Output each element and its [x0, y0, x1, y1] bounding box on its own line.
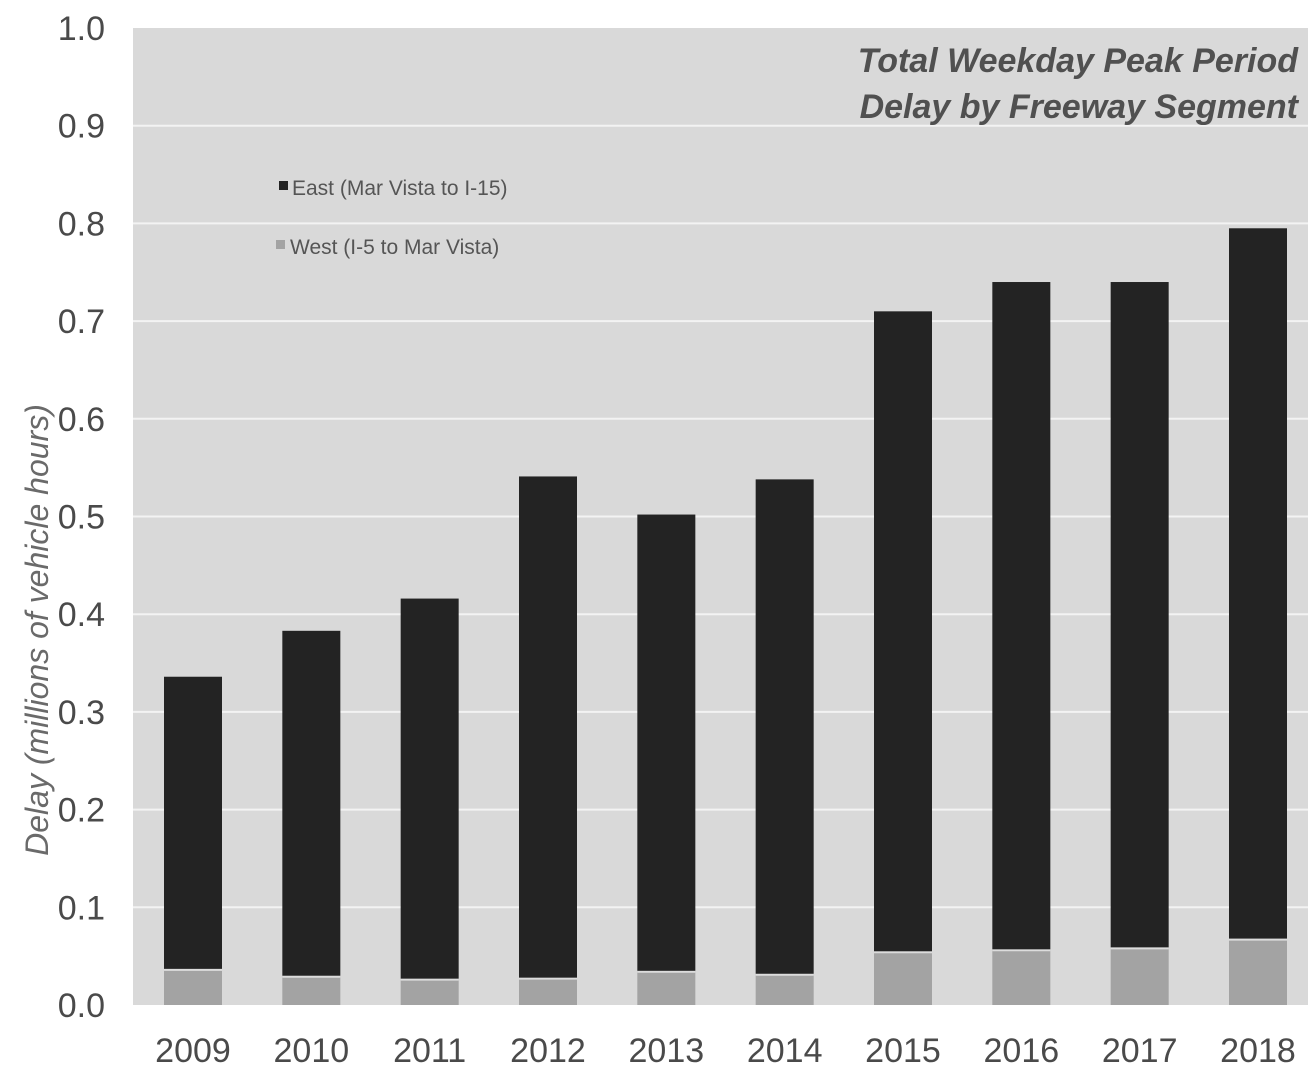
bar-west [992, 949, 1051, 1005]
x-tick-label: 2010 [274, 1032, 350, 1070]
y-tick-label: 0.4 [58, 596, 105, 634]
legend-label-west: West (I-5 to Mar Vista) [290, 236, 499, 259]
bars [164, 228, 1287, 1005]
y-tick-label: 0.1 [58, 889, 105, 927]
y-tick-label: 0.2 [58, 792, 105, 830]
y-tick-label: 0.9 [58, 108, 105, 146]
x-tick-label: 2016 [984, 1032, 1060, 1070]
y-axis-ticks: 0.0 0.1 0.2 0.3 0.4 0.5 0.6 0.7 0.8 0.9 1.0 [58, 10, 105, 1025]
x-tick-label: 2009 [155, 1032, 231, 1070]
y-tick-label: 0.3 [58, 694, 105, 732]
bar-west [400, 978, 459, 1005]
x-tick-label: 2014 [747, 1032, 823, 1070]
bar-east [1110, 282, 1169, 948]
bar-west [1110, 947, 1169, 1005]
x-tick-label: 2018 [1220, 1032, 1296, 1070]
chart-title: Total Weekday Peak Period Delay by Freew… [858, 42, 1300, 126]
legend-label-east: East (Mar Vista to I-15) [292, 177, 508, 200]
bar-west [637, 970, 696, 1005]
legend-swatch-east [279, 181, 288, 190]
bar-east [164, 676, 222, 969]
bar-east [637, 514, 696, 971]
x-tick-label: 2017 [1102, 1032, 1178, 1070]
bar-west [519, 977, 577, 1005]
bar-east [1229, 228, 1287, 939]
x-tick-label: 2012 [510, 1032, 586, 1070]
bar-east [755, 479, 814, 974]
bar-east [992, 282, 1051, 950]
bar-east [400, 598, 459, 979]
x-tick-label: 2013 [629, 1032, 705, 1070]
bar-east [519, 476, 577, 978]
bar-east [282, 630, 341, 976]
legend-swatch-west [276, 240, 285, 249]
y-tick-label: 1.0 [58, 10, 105, 48]
x-tick-label: 2015 [865, 1032, 941, 1070]
bar-west [755, 973, 814, 1005]
legend: East (Mar Vista to I-15) West (I-5 to Ma… [276, 177, 508, 259]
chart-title-line-1: Total Weekday Peak Period [858, 42, 1300, 80]
y-tick-label: 0.5 [58, 499, 105, 537]
x-axis-ticks: 2009 2010 2011 2012 2013 2014 2015 2016 2017 2018 [155, 1032, 1296, 1070]
bar-west [874, 951, 932, 1005]
bar-west [282, 975, 341, 1005]
y-axis-title: Delay (millions of vehicle hours) [19, 404, 55, 856]
y-tick-label: 0.6 [58, 401, 105, 439]
y-tick-label: 0.8 [58, 205, 105, 243]
chart-title-line-2: Delay by Freeway Segment [860, 88, 1300, 126]
y-tick-label: 0.0 [58, 987, 105, 1025]
y-tick-label: 0.7 [58, 303, 105, 341]
bar-west [1229, 938, 1287, 1005]
x-tick-label: 2011 [393, 1032, 466, 1070]
bar-east [874, 311, 932, 952]
bar-west [164, 968, 222, 1005]
